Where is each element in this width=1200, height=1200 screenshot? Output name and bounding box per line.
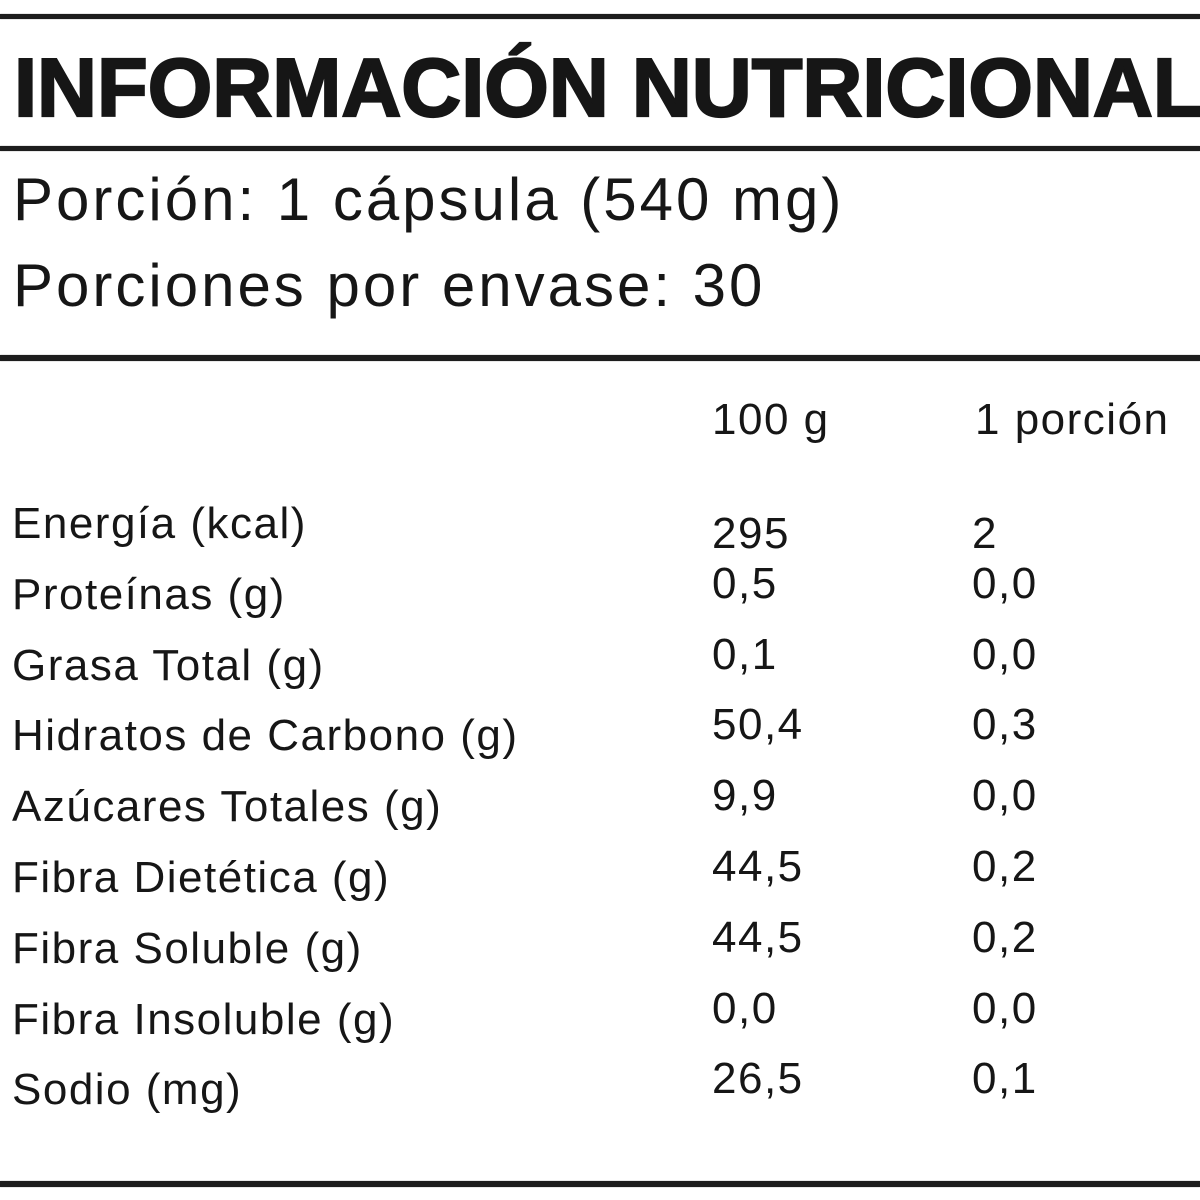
divider-top — [0, 14, 1200, 19]
nutrient-name: Energía (kcal) — [12, 499, 307, 548]
nutrient-per-serving: 2 — [972, 509, 998, 558]
nutrient-per-serving: 0,2 — [972, 912, 1038, 962]
nutrient-name: Proteínas (g) — [12, 569, 286, 619]
table-row: Energía (kcal) 295 2 — [0, 502, 1200, 573]
nutrient-name: Fibra Insoluble (g) — [12, 994, 396, 1044]
nutrient-per-serving: 0,1 — [972, 1054, 1038, 1104]
nutrient-per-serving: 0,0 — [972, 558, 1038, 608]
nutrient-per-100g: 9,9 — [712, 771, 778, 821]
table-row: Fibra Soluble (g) 44,5 0,2 — [0, 915, 1200, 998]
serving-info: Porción: 1 cápsula (540 mg) Porciones po… — [13, 157, 844, 329]
servings-per-container-text: Porciones por envase: 30 — [13, 252, 766, 319]
nutrient-per-100g: 44,5 — [712, 912, 804, 962]
nutrient-per-serving: 0,3 — [972, 700, 1038, 750]
page-title: INFORMACIÓN NUTRICIONAL — [13, 41, 1200, 134]
nutrient-per-100g: 50,4 — [712, 700, 804, 750]
nutrient-name: Sodio (mg) — [12, 1065, 243, 1115]
nutrient-name: Fibra Soluble (g) — [12, 923, 363, 973]
nutrient-per-serving: 0,0 — [972, 983, 1038, 1033]
column-header-per-serving: 1 porción — [975, 395, 1170, 444]
nutrient-table: Energía (kcal) 295 2 Proteínas (g) 0,5 0… — [0, 502, 1200, 1139]
nutrient-per-100g: 26,5 — [712, 1054, 804, 1104]
nutrient-per-100g: 44,5 — [712, 841, 804, 891]
nutrient-per-100g: 0,1 — [712, 629, 778, 679]
nutrient-name: Fibra Dietética (g) — [12, 852, 391, 902]
nutrient-per-serving: 0,0 — [972, 771, 1038, 821]
table-row: Fibra Dietética (g) 44,5 0,2 — [0, 844, 1200, 927]
table-row: Grasa Total (g) 0,1 0,0 — [0, 632, 1200, 715]
serving-size-text: Porción: 1 cápsula (540 mg) — [13, 166, 845, 233]
divider-bottom — [0, 1181, 1200, 1187]
nutrient-name: Azúcares Totales (g) — [12, 782, 443, 832]
nutrient-per-serving: 0,2 — [972, 841, 1038, 891]
table-column-headers: 100 g 1 porción — [0, 398, 1200, 448]
nutrient-name: Grasa Total (g) — [12, 640, 325, 690]
divider-under-title — [0, 146, 1200, 151]
table-row: Sodio (mg) 26,5 0,1 — [0, 1057, 1200, 1139]
table-row: Azúcares Totales (g) 9,9 0,0 — [0, 774, 1200, 856]
nutrient-per-100g: 295 — [712, 509, 790, 558]
table-row: Hidratos de Carbono (g) 50,4 0,3 — [0, 703, 1200, 785]
table-row: Proteínas (g) 0,5 0,0 — [0, 561, 1200, 644]
table-row: Fibra Insoluble (g) 0,0 0,0 — [0, 986, 1200, 1069]
nutrient-name: Hidratos de Carbono (g) — [12, 711, 519, 761]
nutrient-per-100g: 0,5 — [712, 558, 778, 608]
divider-under-serving — [0, 355, 1200, 361]
column-header-per-100g: 100 g — [712, 395, 830, 444]
nutrient-per-serving: 0,0 — [972, 629, 1038, 679]
nutrient-per-100g: 0,0 — [712, 983, 778, 1033]
